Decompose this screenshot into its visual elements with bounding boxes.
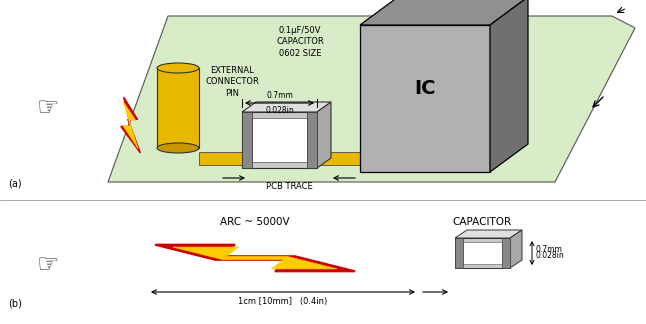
Text: ☞: ☞ [37, 253, 59, 277]
Text: 0.7mm: 0.7mm [536, 246, 563, 254]
Polygon shape [317, 102, 331, 168]
Polygon shape [155, 245, 355, 271]
Polygon shape [490, 0, 528, 172]
Bar [455, 238, 510, 268]
Polygon shape [242, 102, 331, 112]
Text: (b): (b) [8, 298, 22, 308]
Bar [455, 238, 463, 268]
Bar [463, 242, 502, 264]
Text: 0.028in: 0.028in [265, 106, 294, 115]
Polygon shape [121, 97, 140, 153]
Text: 1cm [10mm]   (0.4in): 1cm [10mm] (0.4in) [238, 297, 328, 306]
Text: 0.7mm: 0.7mm [266, 91, 293, 100]
Bar [502, 238, 510, 268]
Polygon shape [510, 230, 522, 268]
Text: ☞: ☞ [37, 96, 59, 120]
Text: ARC ~ 5000V: ARC ~ 5000V [220, 217, 290, 227]
Text: IC: IC [414, 78, 436, 98]
Bar [242, 112, 252, 168]
Bar [242, 112, 317, 168]
Polygon shape [455, 230, 522, 238]
Ellipse shape [157, 63, 199, 73]
Text: 0.028in: 0.028in [536, 251, 565, 260]
Polygon shape [123, 101, 138, 149]
Polygon shape [173, 247, 337, 269]
Text: EXTERNAL
CONNECTOR
PIN: EXTERNAL CONNECTOR PIN [205, 66, 259, 98]
Bar [252, 118, 307, 162]
Bar [199, 152, 287, 165]
Bar [317, 152, 417, 165]
Text: 0.1μF/50V
CAPACITOR
0602 SIZE: 0.1μF/50V CAPACITOR 0602 SIZE [276, 26, 324, 58]
Bar [307, 112, 317, 168]
Polygon shape [108, 16, 635, 182]
Text: (a): (a) [8, 178, 21, 188]
Polygon shape [360, 0, 528, 25]
Bar [157, 68, 199, 148]
Text: PCB TRACE: PCB TRACE [266, 182, 313, 191]
Bar [360, 25, 490, 172]
Ellipse shape [157, 143, 199, 153]
Text: CAPACITOR: CAPACITOR [452, 217, 512, 227]
